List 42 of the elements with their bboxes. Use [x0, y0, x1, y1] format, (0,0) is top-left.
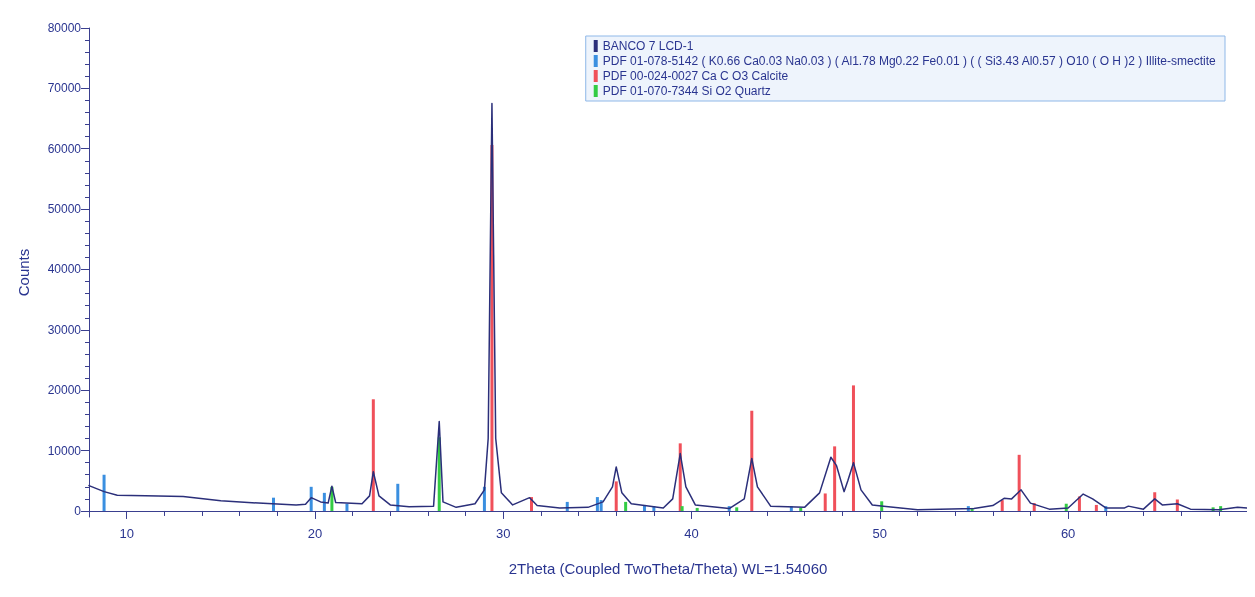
x-tick-label: 40	[684, 526, 699, 541]
y-tick-label: 30000	[47, 322, 82, 337]
bar	[799, 507, 803, 511]
bar	[695, 507, 699, 511]
y-tick-label: 50000	[47, 202, 82, 217]
bar	[833, 446, 837, 511]
bar	[750, 410, 754, 511]
bar	[371, 399, 375, 511]
bar	[680, 506, 684, 511]
bar	[614, 481, 618, 511]
x-axis-title: 2Theta (Coupled TwoTheta/Theta) WL=1.54060	[508, 560, 828, 577]
bar	[482, 486, 486, 511]
y-tick-label: 80000	[47, 21, 82, 35]
bar	[735, 507, 739, 511]
x-tick-label: 20	[307, 526, 323, 541]
bar	[1094, 504, 1098, 511]
bar	[1000, 500, 1004, 511]
y-axis-title: Counts	[15, 248, 32, 297]
bar	[823, 493, 827, 511]
x-tick-label: 60	[1060, 526, 1076, 541]
bar	[345, 503, 349, 511]
bar	[309, 486, 313, 511]
y-tick-label: 10000	[47, 443, 82, 458]
y-tick-label: 60000	[47, 141, 82, 156]
legend-label: PDF 01-070-7344 Si O2 Quartz	[602, 84, 771, 98]
bar	[396, 483, 400, 511]
bar	[1017, 454, 1021, 511]
y-tick-label: 70000	[47, 81, 82, 96]
bar	[322, 492, 326, 511]
x-tick-label: 30	[496, 526, 511, 541]
bar	[624, 501, 628, 511]
legend-label: BANCO 7 LCD-1	[602, 39, 694, 53]
legend-label: PDF 00-024-0027 Ca C O3 Calcite	[602, 69, 789, 83]
y-tick-label: 20000	[47, 383, 82, 398]
bar	[851, 385, 855, 511]
x-tick-label: 10	[119, 526, 134, 541]
legend-label: PDF 01-078-5142 ( K0.66 Ca0.03 Na0.03 ) ( Al1.78 Mg0.22 Fe0.01 ) ( ( Si3.43 Al0.57 ) O10 ( O H )2 ) Illite-smectite	[602, 54, 1216, 68]
bar	[1153, 492, 1157, 511]
y-tick-label: 40000	[47, 262, 82, 277]
x-tick-label: 50	[872, 526, 888, 541]
bar	[102, 474, 106, 511]
y-tick-label: 0	[74, 503, 82, 518]
